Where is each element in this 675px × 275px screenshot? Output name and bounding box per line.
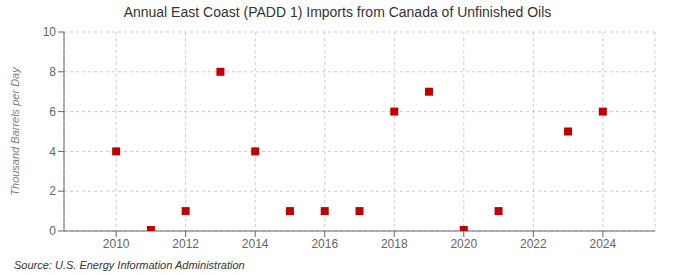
html-text:Source: U.S. Energy Informatio: Source: U.S. Energy Information Administ… bbox=[14, 259, 245, 271]
svg-text:4: 4 bbox=[49, 145, 56, 159]
svg-text:2022: 2022 bbox=[520, 237, 547, 251]
svg-text:Thousand Barrels per Day: Thousand Barrels per Day bbox=[9, 66, 21, 196]
svg-text:2016: 2016 bbox=[311, 237, 338, 251]
svg-text:8: 8 bbox=[49, 65, 56, 79]
svg-text:10: 10 bbox=[43, 25, 57, 39]
svg-text:2010: 2010 bbox=[103, 237, 130, 251]
svg-text:2024: 2024 bbox=[590, 237, 617, 251]
svg-text:2020: 2020 bbox=[450, 237, 477, 251]
svg-text:2018: 2018 bbox=[381, 237, 408, 251]
svg-text:2012: 2012 bbox=[172, 237, 199, 251]
html-text:Annual East Coast (PADD 1) Imp: Annual East Coast (PADD 1) Imports from … bbox=[123, 4, 552, 20]
svg-text:6: 6 bbox=[49, 105, 56, 119]
svg-text:0: 0 bbox=[49, 224, 56, 238]
svg-text:2: 2 bbox=[49, 184, 56, 198]
svg-text:2014: 2014 bbox=[242, 237, 269, 251]
